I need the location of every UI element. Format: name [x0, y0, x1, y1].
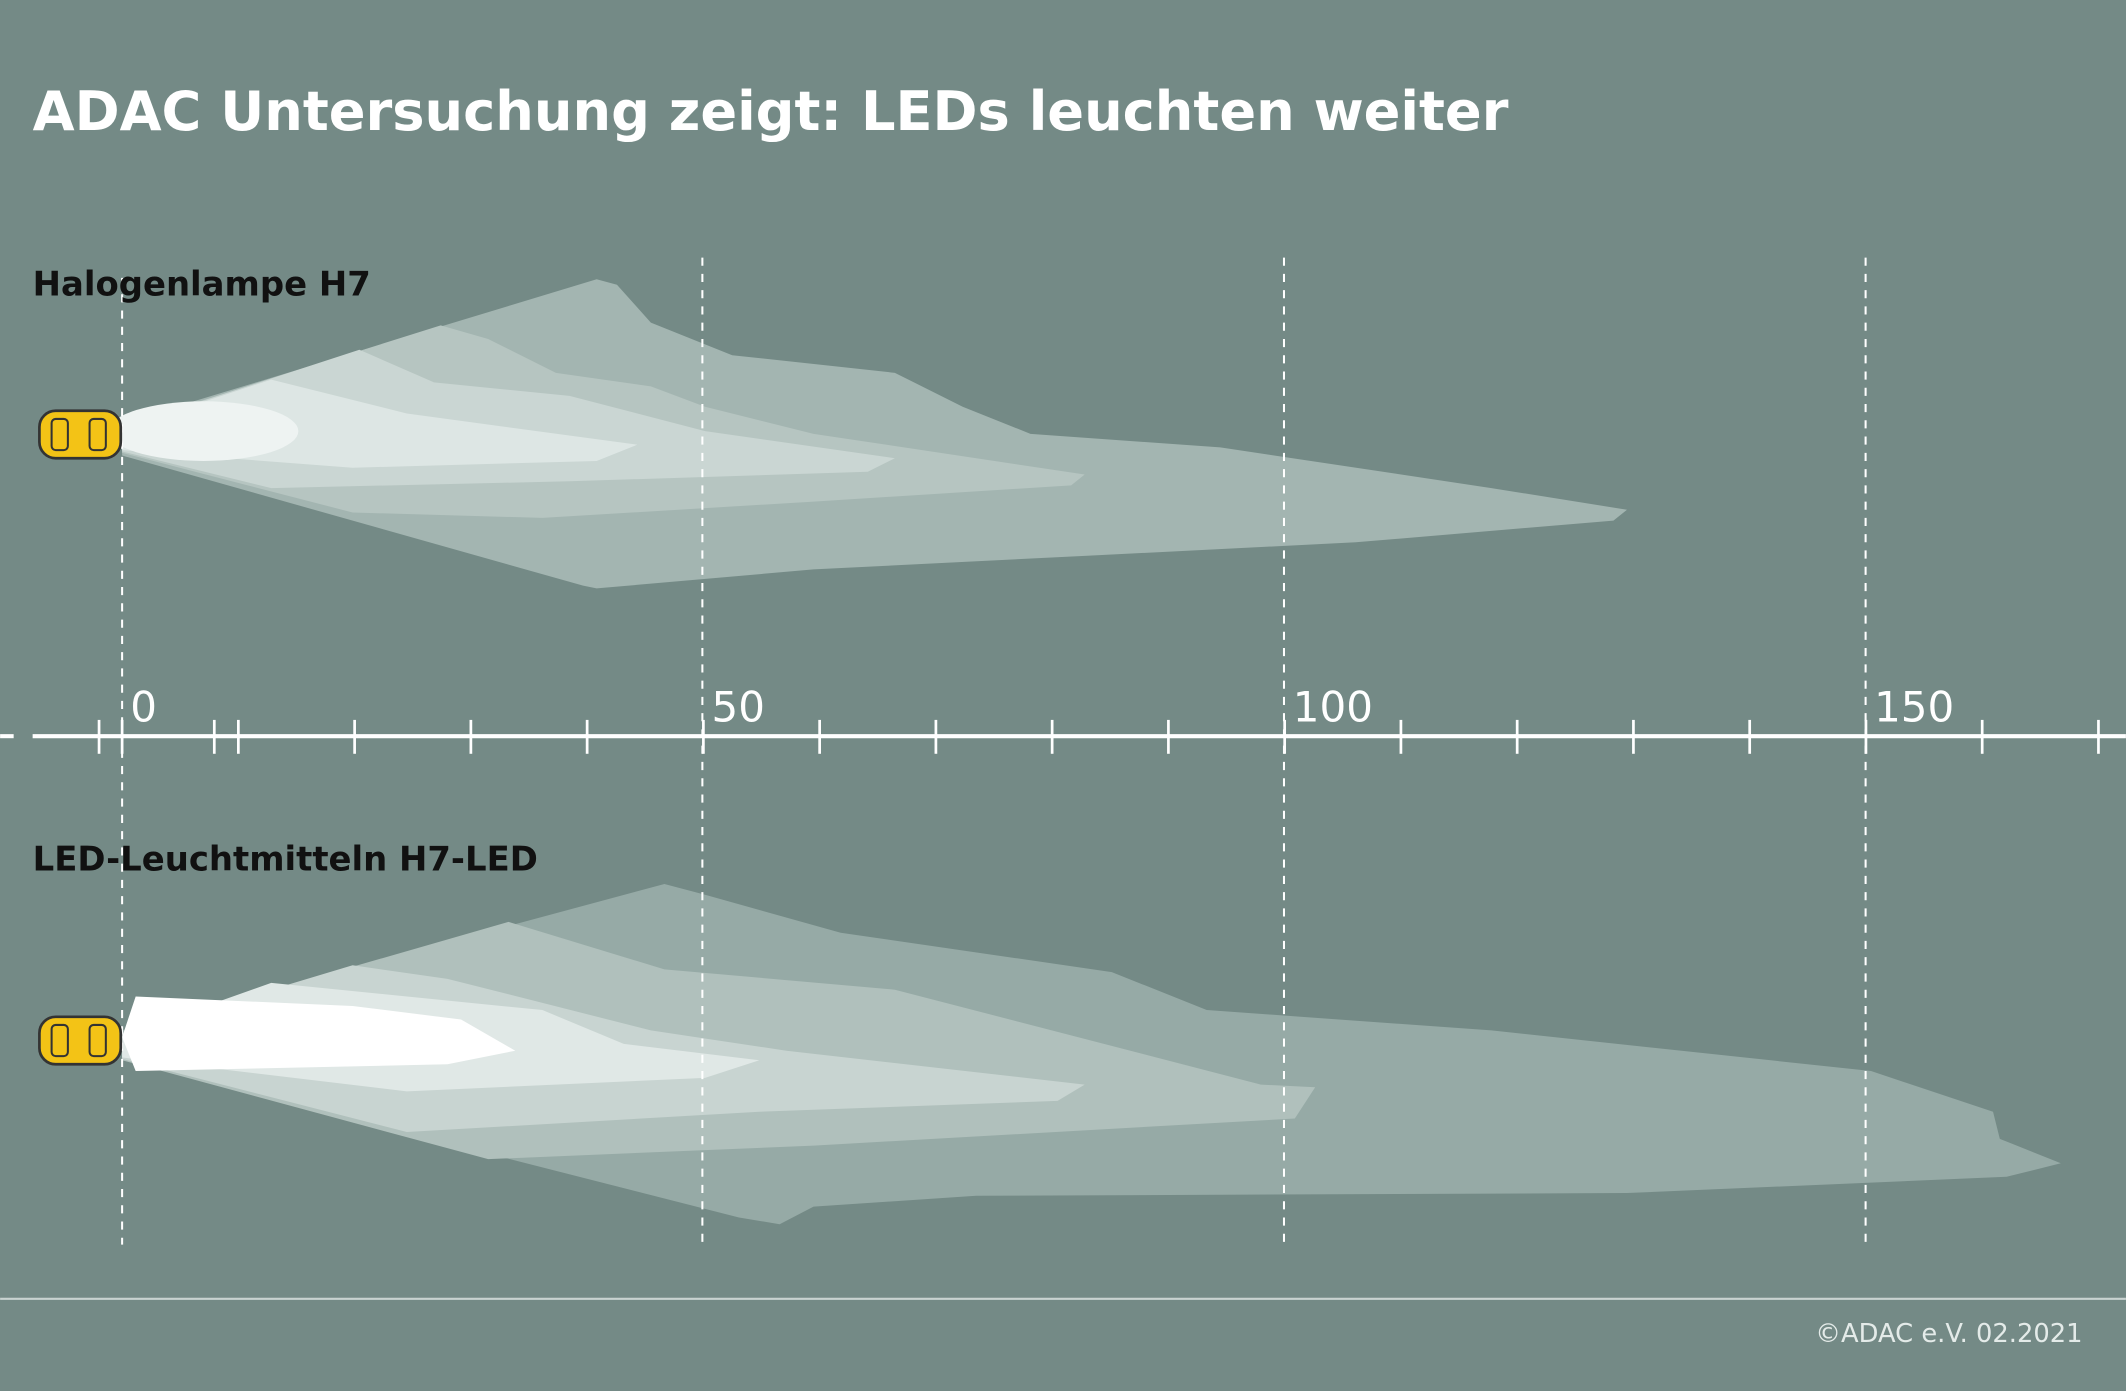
axis-tick-label: 50 [712, 682, 765, 731]
halogen-beam [108, 279, 1627, 589]
section-label: LED-Leuchtmitteln H7-LED [33, 839, 538, 878]
distance-axis: 0 50 100 150 [0, 682, 2126, 754]
car-icon [38, 409, 123, 460]
led-beam [122, 883, 2061, 1225]
axis-tick-label: 150 [1874, 682, 1954, 731]
title: ADAC Untersuchung zeigt: LEDs leuchten w… [33, 80, 1509, 143]
car-icon [38, 1015, 123, 1066]
section-label: Halogenlampe H7 [33, 265, 371, 304]
axis-tick-label: 0 [130, 682, 157, 731]
credit: ©ADAC e.V. 02.2021 [1815, 1319, 2082, 1349]
axis-tick-label: 100 [1293, 682, 1373, 731]
